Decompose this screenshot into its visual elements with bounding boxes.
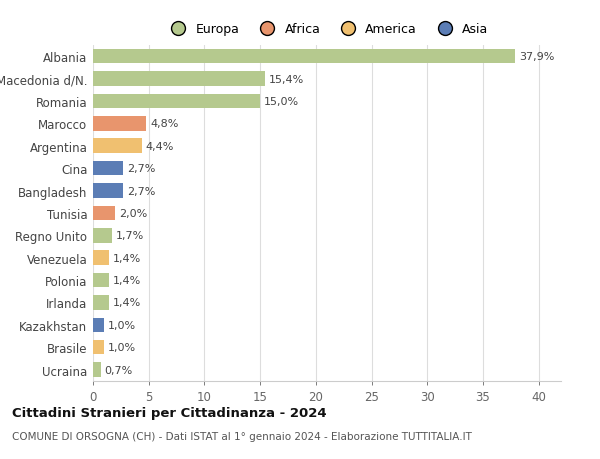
Text: COMUNE DI ORSOGNA (CH) - Dati ISTAT al 1° gennaio 2024 - Elaborazione TUTTITALIA: COMUNE DI ORSOGNA (CH) - Dati ISTAT al 1… (12, 431, 472, 442)
Text: 15,0%: 15,0% (264, 97, 299, 107)
Bar (93, 206, 115, 221)
Bar (93, 273, 109, 288)
Legend: Europa, Africa, America, Asia: Europa, Africa, America, Asia (166, 23, 488, 36)
Bar (93, 95, 260, 109)
Text: 37,9%: 37,9% (519, 52, 554, 62)
Text: Cittadini Stranieri per Cittadinanza - 2024: Cittadini Stranieri per Cittadinanza - 2… (12, 406, 326, 419)
Text: 2,7%: 2,7% (127, 164, 155, 174)
Text: 1,4%: 1,4% (113, 275, 141, 285)
Bar (93, 318, 104, 332)
Bar (93, 72, 265, 87)
Bar (93, 50, 515, 64)
Bar (93, 139, 142, 154)
Text: 1,0%: 1,0% (108, 342, 136, 353)
Bar (93, 363, 101, 377)
Text: 2,0%: 2,0% (119, 208, 148, 218)
Bar (93, 229, 112, 243)
Text: 1,4%: 1,4% (113, 253, 141, 263)
Bar (93, 340, 104, 355)
Text: 1,4%: 1,4% (113, 298, 141, 308)
Bar (93, 117, 146, 131)
Text: 4,8%: 4,8% (151, 119, 179, 129)
Text: 2,7%: 2,7% (127, 186, 155, 196)
Bar (93, 162, 123, 176)
Text: 4,4%: 4,4% (146, 141, 175, 151)
Bar (93, 251, 109, 265)
Bar (93, 184, 123, 198)
Bar (93, 296, 109, 310)
Text: 1,7%: 1,7% (116, 231, 144, 241)
Text: 15,4%: 15,4% (269, 74, 304, 84)
Text: 0,7%: 0,7% (105, 365, 133, 375)
Text: 1,0%: 1,0% (108, 320, 136, 330)
